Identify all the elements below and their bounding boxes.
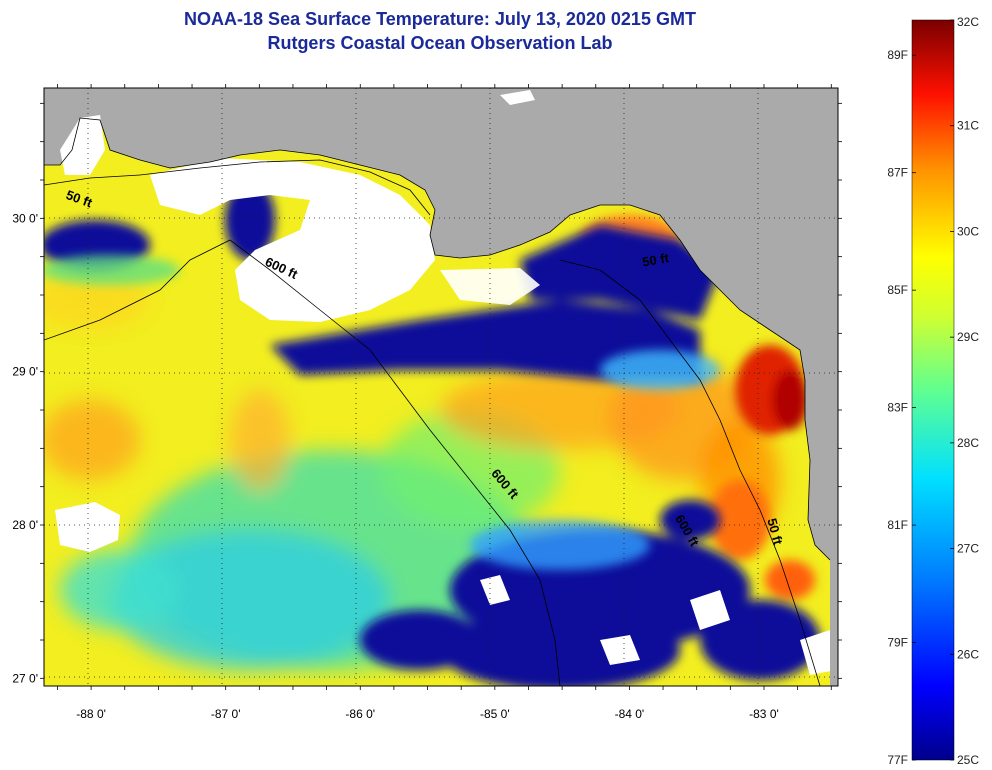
colorbar-celsius-label: 28C <box>957 436 979 450</box>
colorbar: 32C 31C 30C 29C 28C 27C 26C 25C 89F 87F 85F 83F 81F 7… <box>887 15 979 767</box>
colorbar-fahrenheit-label: 83F <box>887 401 908 415</box>
map-title: NOAA-18 Sea Surface Temperature: July 13… <box>184 9 696 29</box>
map-subtitle: Rutgers Coastal Ocean Observation Lab <box>267 33 613 53</box>
land-mass <box>44 88 838 686</box>
contour-label: 50 ft <box>641 250 671 270</box>
lat-tick-label: 30 0' <box>12 211 38 225</box>
colorbar-celsius-label: 30C <box>957 224 979 238</box>
colorbar-celsius-label: 27C <box>957 542 979 556</box>
axis-ticks: -88 0' -87 0' -86 0' -85 0' -84 0' -83 0' 30 0… <box>12 84 842 721</box>
lon-tick-label: -85 0' <box>480 707 510 721</box>
colorbar-celsius-label: 25C <box>957 753 979 767</box>
map-frame <box>43 87 839 687</box>
lat-tick-label: 27 0' <box>12 671 38 685</box>
colorbar-fahrenheit-label: 89F <box>887 48 908 62</box>
coastline <box>44 117 831 561</box>
colorbar-celsius-label: 31C <box>957 119 979 133</box>
colorbar-fahrenheit-label: 77F <box>887 753 908 767</box>
lon-tick-label: -88 0' <box>76 707 106 721</box>
contour-label: 50 ft <box>764 517 786 547</box>
lat-tick-label: 29 0' <box>12 365 38 379</box>
lon-tick-label: -87 0' <box>211 707 241 721</box>
colorbar-celsius-label: 32C <box>957 15 979 29</box>
lat-tick-label: 28 0' <box>12 518 38 532</box>
colorbar-fahrenheit-label: 81F <box>887 518 908 532</box>
colorbar-celsius-label: 26C <box>957 647 979 661</box>
cloud-mask <box>55 158 836 675</box>
colorbar-fahrenheit-label: 87F <box>887 166 908 180</box>
colorbar-celsius-label: 29C <box>957 330 979 344</box>
colorbar-gradient <box>911 19 955 761</box>
depth-contours <box>44 159 821 686</box>
colorbar-fahrenheit-label: 79F <box>887 636 908 650</box>
lon-tick-label: -84 0' <box>615 707 645 721</box>
lon-tick-label: -86 0' <box>345 707 375 721</box>
colorbar-fahrenheit-label: 85F <box>887 283 908 297</box>
lon-tick-label: -83 0' <box>749 707 779 721</box>
